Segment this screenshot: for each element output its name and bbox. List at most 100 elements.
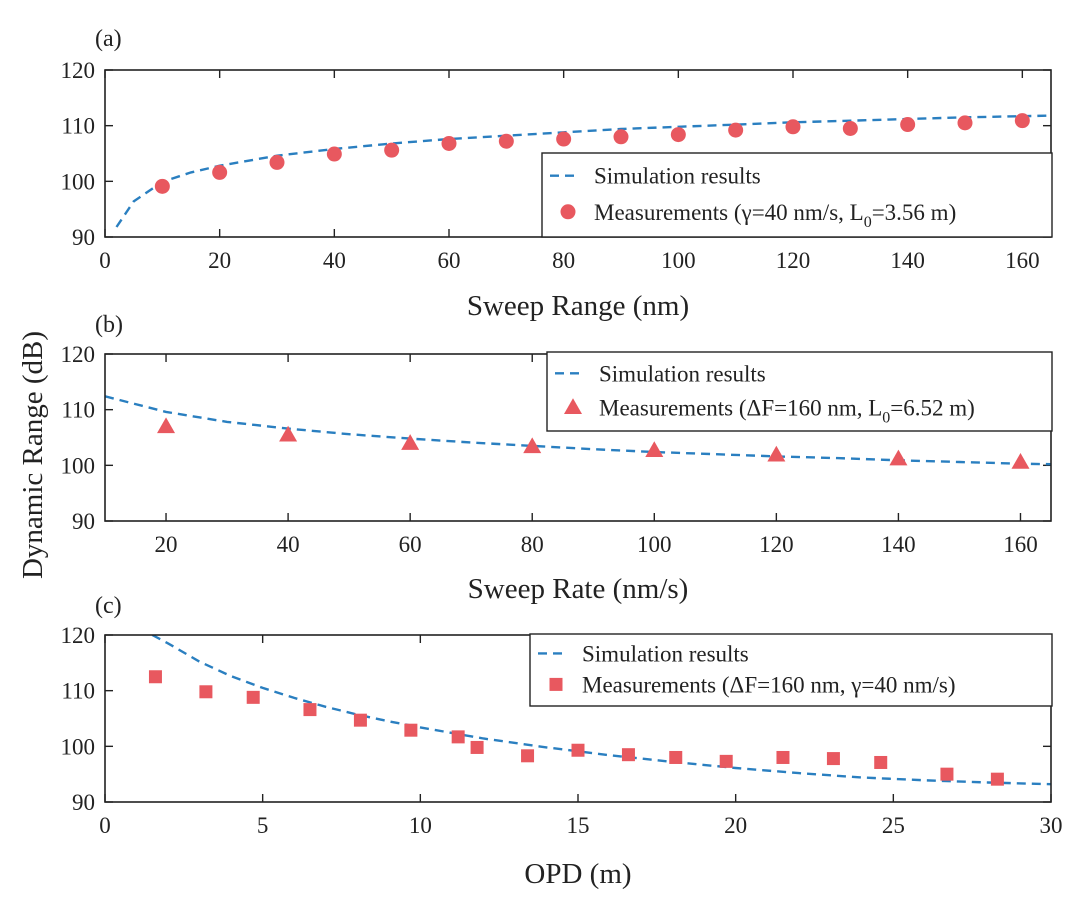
x-tick-label: 60 — [438, 248, 461, 273]
x-tick-label: 100 — [637, 532, 672, 557]
y-tick-label: 110 — [61, 114, 95, 139]
legend-label-measurement: Measurements (ΔF=160 nm, L0=6.52 m) — [599, 395, 975, 426]
measurement-point — [889, 449, 908, 466]
legend: Simulation results Measurements (γ=40 nm/… — [541, 152, 1053, 238]
legend-swatch-marker — [564, 398, 582, 415]
measurement-point — [384, 142, 400, 158]
legend-box — [541, 152, 1053, 238]
y-tick-label: 100 — [61, 734, 96, 759]
measurement-point — [940, 767, 954, 781]
x-tick-label: 0 — [99, 813, 111, 838]
y-tick-label: 110 — [61, 679, 95, 704]
x-tick-label: 120 — [759, 532, 794, 557]
measurement-point — [826, 752, 840, 766]
simulation-line — [105, 395, 1051, 466]
x-tick-label: 40 — [323, 248, 346, 273]
measurement-point — [498, 133, 514, 149]
measurement-point — [404, 723, 418, 737]
x-tick-label: 80 — [521, 532, 544, 557]
x-tick-label: 160 — [1005, 248, 1040, 273]
x-tick-label: 120 — [776, 248, 811, 273]
measurement-point — [1014, 113, 1030, 129]
measurement-point — [670, 127, 686, 143]
x-tick-label: 20 — [155, 532, 178, 557]
x-tick-label: 20 — [724, 813, 747, 838]
measurement-point — [401, 434, 420, 450]
measurement-point — [571, 743, 585, 757]
panel-tag: (a) — [95, 26, 122, 52]
measurement-point — [767, 445, 786, 462]
legend-label-simulation: Simulation results — [594, 164, 761, 189]
y-tick-label: 100 — [61, 169, 96, 194]
x-axis-label: OPD (m) — [524, 858, 631, 890]
measurement-point — [303, 703, 317, 717]
x-tick-label: 10 — [409, 813, 432, 838]
measurement-point — [719, 754, 733, 768]
x-tick-label: 140 — [881, 532, 916, 557]
x-axis-label: Sweep Range (nm) — [467, 290, 689, 322]
legend-swatch-marker — [560, 204, 576, 220]
x-tick-label: 140 — [890, 248, 925, 273]
y-tick-label: 90 — [72, 790, 95, 815]
measurement-point — [523, 437, 542, 454]
panel-b: (b) 20 40 60 80 100 120 140 160 90 100 110 120 Sweep … — [61, 312, 1053, 605]
measurement-point — [441, 135, 457, 151]
plot-area — [105, 395, 1051, 469]
x-tick-label: 100 — [661, 248, 696, 273]
x-tick-label: 40 — [277, 532, 300, 557]
measurement-point — [776, 750, 790, 764]
y-tick-label: 120 — [61, 58, 96, 83]
x-tick-label: 60 — [399, 532, 422, 557]
x-axis-label: Sweep Rate (nm/s) — [468, 573, 689, 605]
measurement-point — [269, 154, 285, 170]
y-tick-label: 90 — [72, 225, 95, 250]
measurement-point — [613, 129, 629, 145]
measurement-point — [874, 755, 888, 769]
measurement-point — [785, 119, 801, 135]
y-tick-label: 120 — [61, 623, 96, 648]
measurement-point — [199, 685, 213, 699]
y-tick-label: 120 — [61, 342, 96, 367]
legend-label-measurement: Measurements (γ=40 nm/s, L0=3.56 m) — [594, 200, 956, 231]
simulation-line — [115, 114, 1051, 228]
panel-tag: (c) — [95, 593, 122, 619]
measurement-point — [645, 441, 664, 458]
measurement-point — [353, 713, 367, 727]
x-tick-label: 20 — [208, 248, 231, 273]
measurement-point — [1011, 452, 1030, 469]
measurement-point — [154, 178, 170, 194]
measurement-point — [621, 748, 635, 762]
measurement-point — [957, 115, 973, 131]
measurement-point — [470, 740, 484, 754]
measurement-point — [521, 749, 535, 763]
x-tick-label: 30 — [1040, 813, 1063, 838]
legend-label-measurement: Measurements (ΔF=160 nm, γ=40 nm/s) — [582, 672, 956, 697]
y-tick-label: 90 — [72, 509, 95, 534]
x-tick-label: 25 — [882, 813, 905, 838]
panel-c: (c) 0 5 10 15 20 25 30 90 100 110 120 OPD (m) Simulat… — [61, 593, 1063, 890]
legend-label-simulation: Simulation results — [599, 361, 766, 386]
y-tick-label: 100 — [61, 453, 96, 478]
shared-y-axis-label: Dynamic Range (dB) — [17, 331, 49, 579]
measurement-point — [451, 730, 465, 744]
plot-area — [148, 635, 1051, 786]
measurement-point — [326, 146, 342, 162]
measurement-point — [148, 670, 162, 684]
measurement-point — [246, 690, 260, 704]
legend-box — [529, 633, 1053, 707]
measurement-point — [900, 117, 916, 133]
legend-swatch-marker — [549, 677, 563, 691]
x-tick-label: 15 — [567, 813, 590, 838]
y-tick-label: 110 — [61, 398, 95, 423]
panel-tag: (b) — [95, 312, 123, 338]
measurement-point — [990, 772, 1004, 786]
legend: Simulation results Measurements (ΔF=160 n… — [546, 351, 1053, 432]
x-tick-label: 0 — [99, 248, 111, 273]
measurement-point — [669, 750, 683, 764]
x-tick-label: 160 — [1003, 532, 1038, 557]
legend-label-simulation: Simulation results — [582, 641, 749, 666]
measurement-point — [212, 164, 228, 180]
legend: Simulation results Measurements (ΔF=160 n… — [529, 633, 1053, 707]
legend-box — [546, 351, 1053, 432]
